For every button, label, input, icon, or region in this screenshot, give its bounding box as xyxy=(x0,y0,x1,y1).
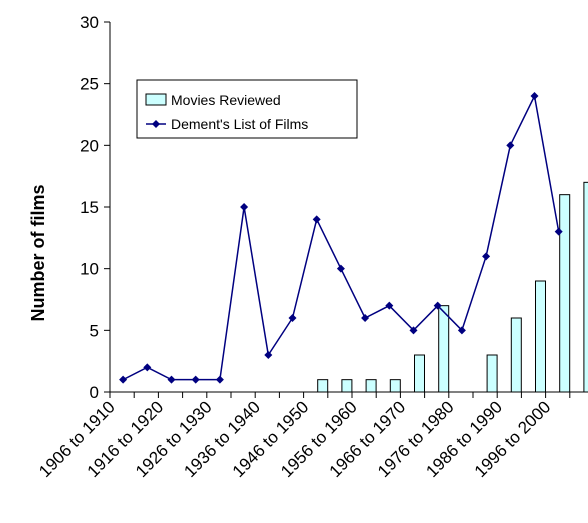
line-point xyxy=(143,363,152,372)
bar xyxy=(559,194,571,393)
bar-series-movies-reviewed xyxy=(317,181,588,393)
legend-label-movies-reviewed: Movies Reviewed xyxy=(171,92,281,108)
line-point xyxy=(506,141,515,150)
line-point xyxy=(215,375,224,384)
legend-swatch-bar xyxy=(145,93,167,106)
bar xyxy=(365,379,377,393)
y-tick-label: 20 xyxy=(80,136,99,155)
legend-swatch-marker xyxy=(152,120,160,128)
axes xyxy=(104,21,588,398)
line-point xyxy=(530,92,539,100)
bar xyxy=(535,280,546,393)
line-point xyxy=(240,203,249,211)
bar xyxy=(438,305,450,393)
line-point xyxy=(119,375,128,384)
line-point xyxy=(554,227,563,236)
line-point xyxy=(457,326,466,335)
line-point xyxy=(167,375,176,384)
line-point xyxy=(433,301,442,310)
bar xyxy=(341,379,353,393)
y-tick-label: 5 xyxy=(90,321,99,340)
bar xyxy=(317,379,329,393)
bar xyxy=(486,354,498,393)
line-point xyxy=(191,375,200,384)
line-point xyxy=(482,252,491,261)
y-tick-label: 25 xyxy=(80,75,99,94)
y-axis-label: Number of films xyxy=(28,184,48,321)
line-series-dements-list xyxy=(119,92,563,384)
y-tick-label: 30 xyxy=(80,13,99,32)
bar xyxy=(414,354,425,393)
line-point xyxy=(361,314,370,322)
bar xyxy=(583,181,588,393)
bar xyxy=(389,379,401,393)
line-point xyxy=(288,314,297,322)
legend: Movies Reviewed Dement's List of Films xyxy=(136,79,358,139)
y-tick-label: 10 xyxy=(80,260,99,279)
line-point xyxy=(312,215,321,224)
bar xyxy=(510,317,522,393)
legend-label-dements-list: Dement's List of Films xyxy=(171,116,308,132)
y-tick-label: 0 xyxy=(90,383,99,402)
y-tick-label: 15 xyxy=(80,198,99,217)
line-point xyxy=(336,264,345,273)
series-line xyxy=(122,93,560,381)
line-point xyxy=(409,326,418,335)
legend-box xyxy=(136,79,358,139)
line-point xyxy=(385,301,394,310)
y-tick-labels: 0 5 10 15 20 25 30 xyxy=(80,13,99,402)
line-point xyxy=(264,351,273,359)
